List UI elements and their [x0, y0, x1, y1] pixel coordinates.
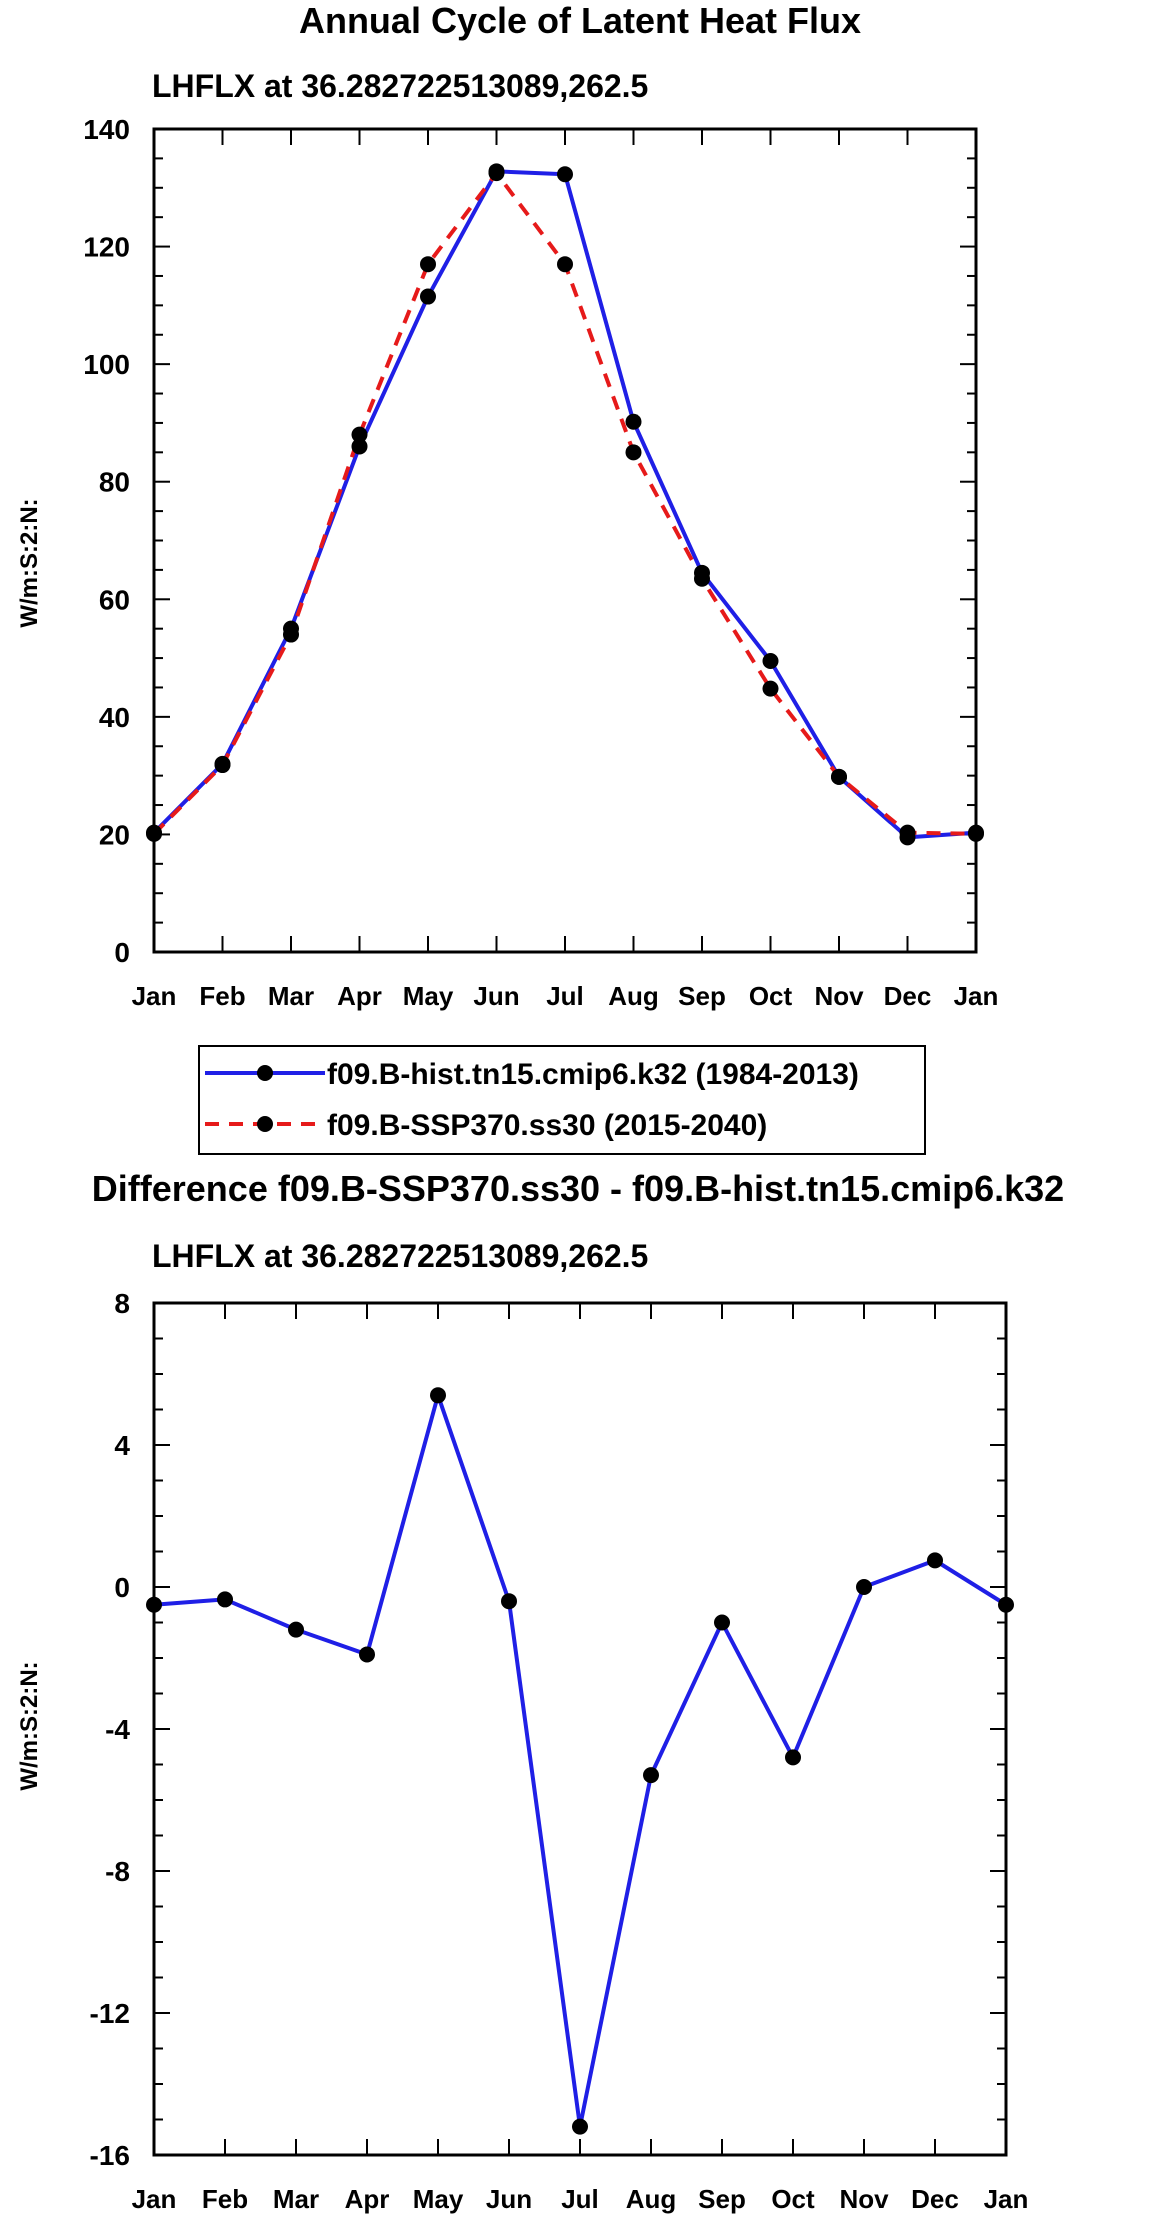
- chart1-series-point-1: [420, 256, 436, 273]
- chart1-ytick-label: 20: [99, 819, 130, 850]
- chart1-series-point-1: [351, 426, 368, 443]
- chart1-xtick-label: Jan: [132, 981, 177, 1011]
- chart1-series-point-0: [557, 166, 573, 183]
- chart2-xtick-label: May: [413, 2184, 464, 2214]
- chart2-xtick-label: Jun: [486, 2184, 532, 2214]
- chart2-ytick-label: -16: [90, 2140, 130, 2171]
- chart2-series-point-0: [643, 1767, 659, 1784]
- chart1-xtick-label: Jan: [954, 981, 999, 1011]
- chart1-series-point-1: [694, 570, 710, 587]
- chart1-ytick-label: 0: [114, 937, 130, 968]
- chart2-ytick-label: -4: [105, 1714, 130, 1745]
- chart2-xtick-label: Dec: [911, 2184, 959, 2214]
- chart2-xtick-label: Oct: [771, 2184, 815, 2214]
- chart1-series-point-1: [488, 165, 505, 182]
- chart2-series-point-0: [572, 2118, 588, 2135]
- chart2-xtick-label: Nov: [839, 2184, 889, 2214]
- chart1-xtick-label: Sep: [678, 981, 726, 1011]
- chart2-subtitle: LHFLX at 36.282722513089,262.5: [152, 1238, 648, 1274]
- chart1-ytick-label: 100: [83, 349, 130, 380]
- chart1-series-point-1: [214, 757, 231, 774]
- chart1-series-point-0: [351, 438, 368, 455]
- legend-box: [198, 1045, 926, 1155]
- chart1-series-point-1: [762, 680, 779, 697]
- chart2-ytick-label: -12: [90, 1998, 130, 2029]
- chart1-series-point-1: [146, 825, 162, 842]
- legend-label-hist: f09.B-hist.tn15.cmip6.k32 (1984-2013): [327, 1058, 859, 1091]
- chart2-frame: [152, 1301, 1008, 2157]
- chart1-xtick-label: Nov: [814, 981, 864, 1011]
- chart1-series-point-0: [762, 653, 779, 670]
- chart1-ytick-label: 120: [83, 232, 130, 263]
- chart2-series-point-0: [998, 1596, 1014, 1613]
- chart1-xtick-label: Oct: [749, 981, 793, 1011]
- chart1-xtick-label: Mar: [268, 981, 314, 1011]
- chart1-series-point-1: [968, 825, 984, 842]
- chart1-xtick-label: Jun: [473, 981, 519, 1011]
- chart2-xtick-label: Mar: [273, 2184, 319, 2214]
- chart1-series-point-1: [899, 824, 916, 841]
- chart1-xtick-label: Apr: [337, 981, 382, 1011]
- chart2-series-point-0: [146, 1596, 162, 1613]
- chart2-xtick-label: Feb: [202, 2184, 248, 2214]
- chart2-series-point-0: [501, 1593, 517, 1610]
- chart2-series-point-0: [785, 1749, 801, 1766]
- chart1-series-point-1: [557, 256, 573, 273]
- chart1-series-point-1: [625, 444, 642, 461]
- chart2-series-point-0: [714, 1614, 730, 1631]
- chart2-xtick-label: Apr: [345, 2184, 390, 2214]
- chart2-series-point-0: [288, 1621, 304, 1638]
- chart1-ytick-label: 140: [83, 114, 130, 145]
- chart2-series-point-0: [927, 1552, 943, 1569]
- chart2-series-point-0: [430, 1387, 446, 1404]
- chart1-ytick-label: 40: [99, 702, 130, 733]
- chart1-xtick-label: May: [403, 981, 454, 1011]
- chart2-ytick-label: 0: [114, 1572, 130, 1603]
- chart1-series-point-0: [420, 288, 436, 305]
- chart2-series-point-0: [856, 1579, 872, 1595]
- chart2-ytick-label: -8: [105, 1856, 130, 1887]
- chart1-series-point-0: [625, 413, 642, 430]
- chart1-legend: f09.B-hist.tn15.cmip6.k32 (1984-2013) f0…: [198, 1045, 926, 1155]
- chart2-series-line-0: [153, 1393, 1008, 2129]
- chart1-xtick-label: Aug: [608, 981, 659, 1011]
- chart2-series-point-0: [217, 1591, 233, 1608]
- chart2-title: Difference f09.B-SSP370.ss30 - f09.B-his…: [92, 1168, 1064, 1209]
- chart1-ytick-label: 80: [99, 467, 130, 498]
- chart1-subtitle: LHFLX at 36.282722513089,262.5: [152, 68, 648, 104]
- chart2-series-point-0: [359, 1646, 375, 1663]
- chart2-xtick-label: Jul: [561, 2184, 599, 2214]
- legend-label-ssp: f09.B-SSP370.ss30 (2015-2040): [327, 1109, 767, 1142]
- chart2-xtick-label: Jan: [984, 2184, 1029, 2214]
- chart2-xtick-label: Aug: [626, 2184, 677, 2214]
- chart2-ylabel: W/m:S:2:N:: [16, 1661, 43, 1790]
- chart1-series-point-1: [831, 768, 847, 785]
- chart1-plot: 0 20 40 60 80 100 120 140 Jan Feb Mar Apr May Jun Jul A…: [83, 114, 998, 1011]
- chart2-ytick-label: 4: [114, 1430, 130, 1461]
- legend-marker-ssp: [257, 1116, 273, 1132]
- chart2-ytick-label: 8: [114, 1288, 130, 1319]
- chart1-xtick-label: Jul: [546, 981, 584, 1011]
- chart2-xtick-label: Jan: [132, 2184, 177, 2214]
- chart1-frame: [152, 127, 978, 954]
- chart1-series-point-1: [283, 626, 299, 643]
- chart1-ylabel: W/m:S:2:N:: [16, 498, 43, 627]
- chart2-plot: -16 -12 -8 -4 0 4 8 Jan Feb Mar Apr May Jun Jul Aug Sep…: [90, 1288, 1029, 2214]
- chart1-xtick-label: Feb: [199, 981, 245, 1011]
- chart1-xtick-label: Dec: [884, 981, 932, 1011]
- chart1-title: Annual Cycle of Latent Heat Flux: [299, 0, 861, 41]
- legend-marker-hist: [257, 1065, 273, 1081]
- chart2-xtick-label: Sep: [698, 2184, 746, 2214]
- chart1-ytick-label: 60: [99, 584, 130, 615]
